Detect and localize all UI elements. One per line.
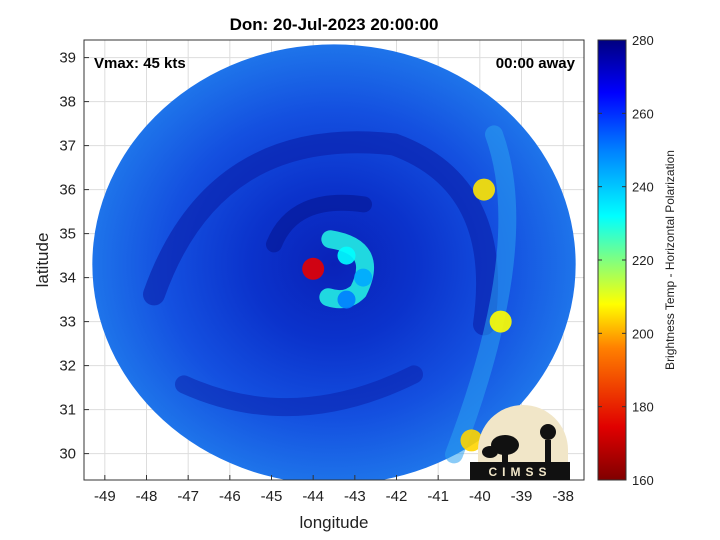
x-tick-label: -49: [94, 488, 116, 505]
y-tick-label: 32: [59, 358, 76, 375]
swath-disk: [92, 44, 576, 480]
colorbar-tick-label: 280: [632, 33, 654, 48]
colorbar-gradient: [597, 39, 627, 481]
rain-band: [266, 194, 372, 253]
microwave-swath: [92, 44, 576, 480]
y-tick-label: 35: [59, 226, 76, 243]
x-tick-label: -44: [302, 488, 324, 505]
x-tick-label: -45: [261, 488, 283, 505]
x-tick-label: -39: [511, 488, 533, 505]
x-axis-label: longitude: [299, 513, 368, 532]
x-tick-label: -43: [344, 488, 366, 505]
y-tick-label: 31: [59, 402, 76, 419]
swath-feature: [354, 268, 373, 287]
x-tick-label: -41: [427, 488, 449, 505]
cimss-logo-text: CIMSS: [488, 465, 551, 479]
y-tick-label: 34: [59, 270, 76, 287]
y-tick-label: 37: [59, 138, 76, 155]
x-tick-label: -40: [469, 488, 491, 505]
colorbar-ticks: 160 180 200 220 240 260 280: [598, 33, 654, 488]
colorbar-tick-label: 220: [632, 253, 654, 268]
y-tick-label: 36: [59, 182, 76, 199]
colorbar-tick-label: 240: [632, 180, 654, 195]
x-tick-label: -46: [219, 488, 241, 505]
plot-area: -49 -48 -47 -46 -45 -44 -43 -42 -41 -40 -39 -38 303…: [59, 39, 585, 505]
x-tick-label: -47: [177, 488, 199, 505]
chart-title: Don: 20-Jul-2023 20:00:00: [230, 15, 439, 34]
x-tick-label: -48: [136, 488, 158, 505]
y-tick-label: 30: [59, 446, 76, 463]
y-axis-label: latitude: [33, 233, 52, 288]
rain-band: [445, 125, 517, 464]
cimss-logo: CIMSS: [470, 405, 570, 480]
plot-frame: [83, 39, 585, 481]
swath-feature: [460, 429, 483, 452]
colorbar-tick-label: 200: [632, 326, 654, 341]
swath-feature: [337, 246, 356, 265]
rain-band: [143, 131, 498, 336]
x-tick-label: -38: [552, 488, 574, 505]
swath-feature: [489, 310, 512, 333]
vmax-annotation: Vmax: 45 kts: [94, 55, 186, 72]
y-tick-label: 33: [59, 314, 76, 331]
swath-feature: [337, 290, 356, 309]
y-tick-label: 38: [59, 94, 76, 111]
colorbar-tick-label: 180: [632, 400, 654, 415]
swath-feature: [473, 178, 495, 201]
x-tick-label: -42: [386, 488, 408, 505]
colorbar-tick-label: 260: [632, 106, 654, 121]
y-tick-label: 39: [59, 50, 76, 67]
colorbar-label: Brightness Temp - Horizontal Polarizatio…: [663, 150, 677, 370]
time-away-annotation: 00:00 away: [496, 55, 576, 72]
x-axis-ticks: -49 -48 -47 -46 -45 -44 -43 -42 -41 -40 -39 -38: [94, 475, 574, 505]
swath-feature: [302, 257, 325, 280]
rain-band: [175, 365, 423, 417]
colorbar-tick-label: 160: [632, 473, 654, 488]
y-axis-ticks: 30 31 32 33 34 35 36 37 38 39: [59, 50, 89, 463]
colorbar: 160 180 200 220 240 260 280 Brightness Temp - …: [597, 33, 677, 488]
